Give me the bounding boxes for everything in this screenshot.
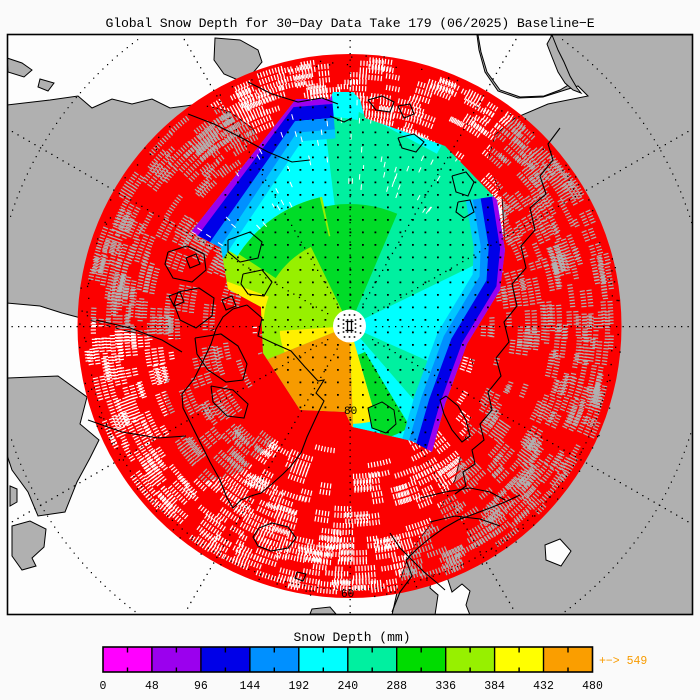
svg-text:96: 96	[194, 680, 208, 693]
svg-text:432: 432	[533, 680, 554, 693]
svg-text:60: 60	[341, 589, 354, 601]
svg-text:Global Snow Depth for 30−Day D: Global Snow Depth for 30−Day Data Take 1…	[105, 16, 594, 31]
svg-text:192: 192	[288, 680, 309, 693]
svg-text:144: 144	[240, 680, 261, 693]
svg-text:240: 240	[337, 680, 358, 693]
svg-text:80: 80	[344, 406, 357, 418]
svg-text:384: 384	[484, 680, 505, 693]
svg-text:+−> 549: +−> 549	[599, 655, 647, 668]
svg-text:0: 0	[100, 680, 107, 693]
svg-text:Snow Depth (mm): Snow Depth (mm)	[293, 630, 410, 645]
svg-text:48: 48	[145, 680, 159, 693]
svg-text:336: 336	[435, 680, 456, 693]
svg-text:480: 480	[582, 680, 603, 693]
svg-text:288: 288	[386, 680, 407, 693]
